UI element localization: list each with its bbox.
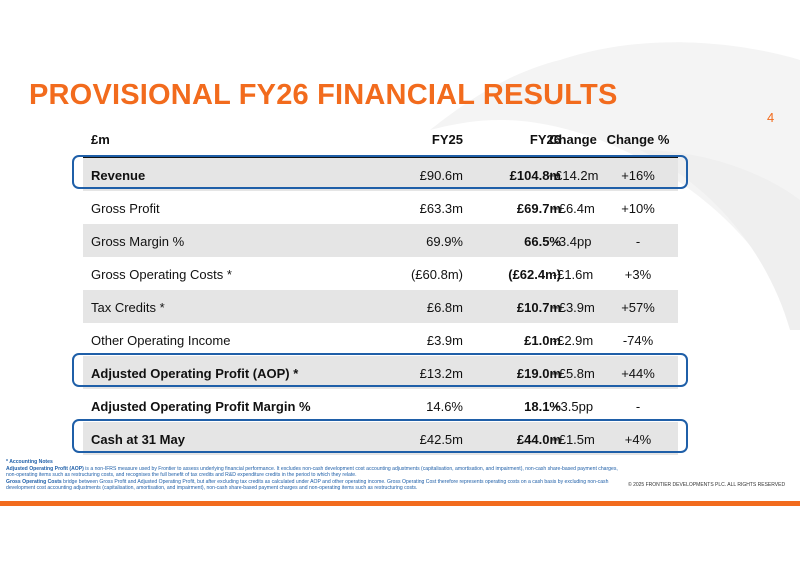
table-row: Revenue £90.6m £104.8m +£14.2m +16% <box>83 158 678 191</box>
financial-results-table: £m FY25 FY26 Change Change % Revenue £90.… <box>83 122 678 455</box>
row-fy26: £10.7m <box>516 300 561 315</box>
table-header-row: £m FY25 FY26 Change Change % <box>83 122 678 158</box>
notes-goc-text: bridge between Gross Profit and Adjusted… <box>6 478 609 492</box>
header-fy26: FY26 <box>529 132 561 147</box>
notes-aop-paragraph: Adjusted Operating Profit (AOP) is a non… <box>6 466 626 479</box>
table-body: Revenue £90.6m £104.8m +£14.2m +16% Gross Pro… <box>83 158 678 455</box>
table-row: Gross Profit £63.3m £69.7m +£6.4m +10% <box>83 191 678 224</box>
row-fy25: 14.6% <box>426 399 463 414</box>
copyright-notice: © 2025 FRONTIER DEVELOPMENTS PLC. ALL RI… <box>628 482 786 488</box>
row-label: Tax Credits * <box>91 300 165 315</box>
row-change: +£3.9m <box>551 300 595 315</box>
row-fy25: £13.2m <box>419 366 463 381</box>
row-fy26: £44.0m <box>516 432 561 447</box>
row-fy26: £1.0m <box>524 333 561 348</box>
row-change-pct: - <box>635 234 641 249</box>
row-fy26: 66.5% <box>524 234 561 249</box>
highlight-box-aop <box>72 353 688 387</box>
accounting-notes: * Accounting Notes Adjusted Operating Pr… <box>6 459 626 492</box>
header-change-pct: Change % <box>606 132 670 147</box>
row-change-pct: - <box>635 399 641 414</box>
row-change: +£5.8m <box>551 366 595 381</box>
row-change: +£1.5m <box>551 432 595 447</box>
row-change: +£6.4m <box>551 201 595 216</box>
row-label: Gross Margin % <box>91 234 185 249</box>
row-change-pct: +4% <box>624 432 652 447</box>
row-label: Gross Profit <box>91 201 160 216</box>
row-change: +3.5pp <box>552 399 594 414</box>
highlight-box-revenue <box>72 155 688 189</box>
row-change-pct: +44% <box>621 366 655 381</box>
row-fy26: 18.1% <box>524 399 561 414</box>
row-fy25: £90.6m <box>419 168 463 183</box>
row-fy25: £63.3m <box>419 201 463 216</box>
row-label: Cash at 31 May <box>91 432 185 447</box>
row-label: Gross Operating Costs * <box>91 267 232 282</box>
row-fy26: £69.7m <box>516 201 561 216</box>
row-change: -£1.6m <box>552 267 594 282</box>
row-change-pct: +3% <box>624 267 652 282</box>
highlight-box-cash <box>72 419 688 453</box>
notes-aop-term: Adjusted Operating Profit (AOP) <box>6 465 84 472</box>
row-fy26: £104.8m <box>509 168 561 183</box>
notes-aop-text: is a non-IFRS measure used by Frontier t… <box>6 465 618 479</box>
row-label: Other Operating Income <box>91 333 231 348</box>
table-row: Tax Credits * £6.8m £10.7m +£3.9m +57% <box>83 290 678 323</box>
row-label: Revenue <box>91 168 146 183</box>
notes-goc-paragraph: Gross Operating Costs bridge between Gro… <box>6 479 626 492</box>
bottom-accent-bar <box>0 501 800 506</box>
row-fy26: (£62.4m) <box>508 267 561 282</box>
table-row: Adjusted Operating Profit Margin % 14.6% 1… <box>83 389 678 422</box>
row-label: Adjusted Operating Profit (AOP) * <box>91 366 299 381</box>
table-row: Gross Operating Costs * (£60.8m) (£62.4m) -… <box>83 257 678 290</box>
row-change-pct: -74% <box>622 333 654 348</box>
header-fy25: FY25 <box>431 132 463 147</box>
row-change: -3.4pp <box>554 234 592 249</box>
table-row: Gross Margin % 69.9% 66.5% -3.4pp - <box>83 224 678 257</box>
row-fy26: £19.0m <box>516 366 561 381</box>
header-change: Change <box>549 132 597 147</box>
row-change-pct: +16% <box>621 168 655 183</box>
page-number: 4 <box>767 110 775 125</box>
row-change: +£14.2m <box>547 168 599 183</box>
row-fy25: (£60.8m) <box>410 267 463 282</box>
table-row: Cash at 31 May £42.5m £44.0m +£1.5m +4% <box>83 422 678 455</box>
notes-goc-term: Gross Operating Costs <box>6 478 62 485</box>
row-change-pct: +57% <box>621 300 655 315</box>
notes-heading: * Accounting Notes <box>6 459 53 465</box>
table-row: Adjusted Operating Profit (AOP) * £13.2m £… <box>83 356 678 389</box>
row-fy25: £42.5m <box>419 432 463 447</box>
row-change: -£2.9m <box>552 333 594 348</box>
page-title: PROVISIONAL FY26 FINANCIAL RESULTS <box>29 79 618 111</box>
row-label: Adjusted Operating Profit Margin % <box>91 399 311 414</box>
table-row: Other Operating Income £3.9m £1.0m -£2.9m -7… <box>83 323 678 356</box>
row-fy25: 69.9% <box>426 234 463 249</box>
row-change-pct: +10% <box>621 201 655 216</box>
header-label: £m <box>91 132 110 147</box>
row-fy25: £6.8m <box>426 300 463 315</box>
row-fy25: £3.9m <box>426 333 463 348</box>
